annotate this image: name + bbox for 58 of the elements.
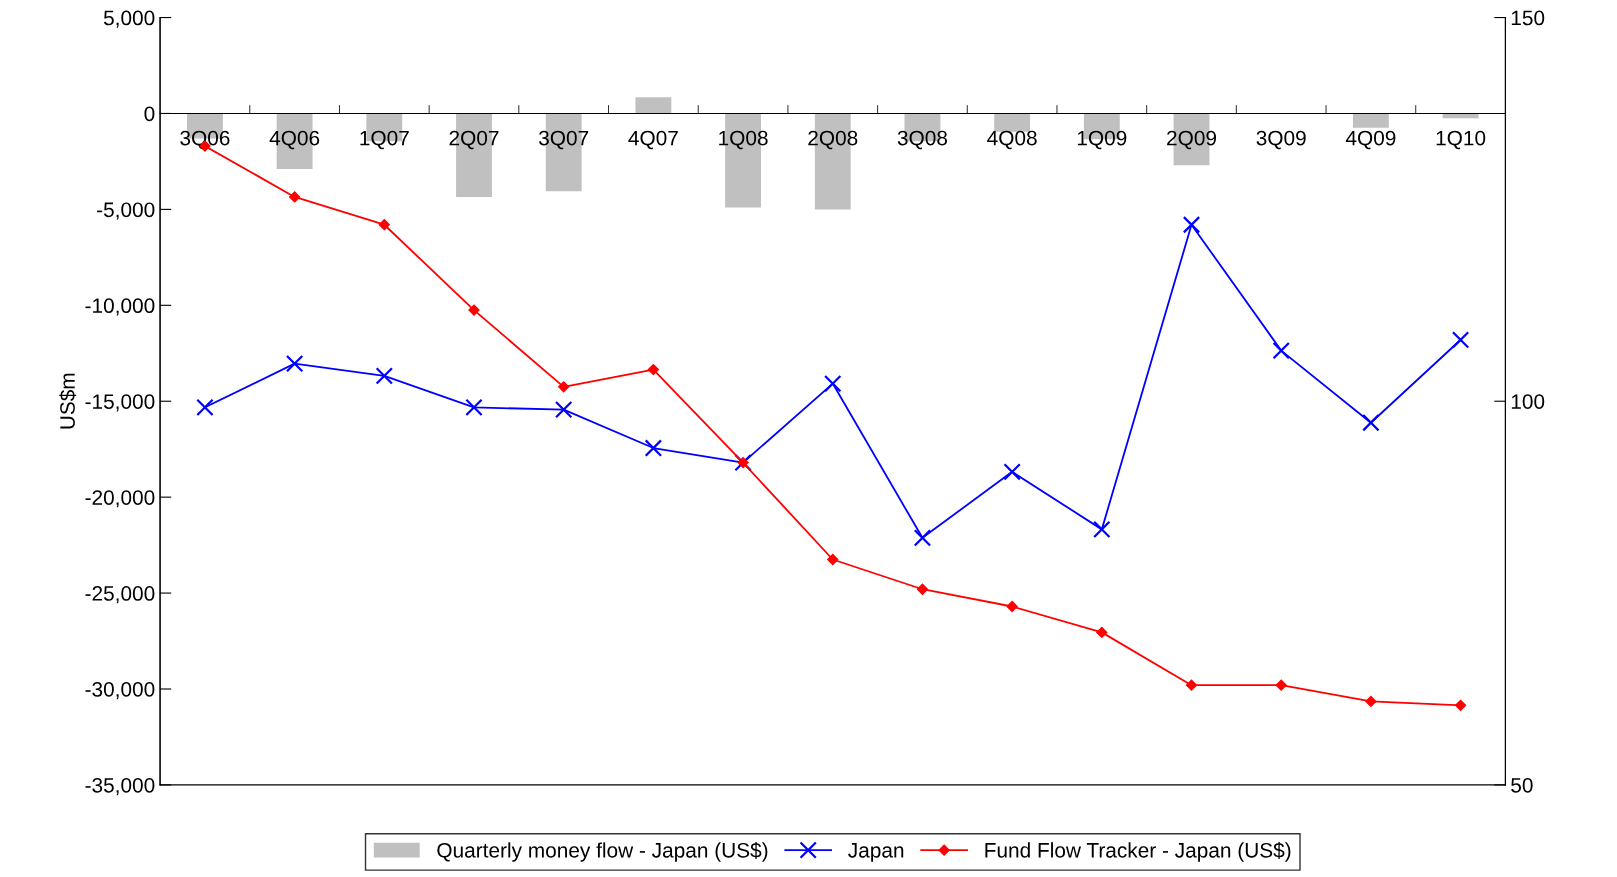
point: [647, 363, 659, 376]
point: [827, 553, 839, 566]
y-tick-label: -25,000: [85, 586, 155, 604]
x-tick-label: 2Q07: [449, 130, 499, 150]
y-tick-label: -30,000: [85, 681, 155, 700]
point: [1275, 679, 1287, 691]
legend-label: Quarterly money flow - Japan (US$): [437, 842, 768, 862]
point: [465, 398, 483, 417]
y-tick-label: -15,000: [85, 394, 155, 412]
x-tick-label: 1Q09: [1077, 130, 1127, 150]
x-tick-label: 3Q08: [897, 130, 948, 150]
x-tick-label: 4Q06: [269, 130, 320, 150]
point: [1006, 600, 1018, 613]
point: [1451, 331, 1470, 349]
x-tick-label: 2Q08: [808, 130, 858, 150]
point: [289, 191, 301, 203]
point: [375, 367, 394, 385]
x-tick-label: 1Q10: [1436, 130, 1486, 150]
point: [554, 400, 573, 419]
point: [1185, 679, 1198, 691]
y-tick-label: 0: [144, 106, 155, 122]
x-tick-label: 3Q07: [539, 130, 589, 150]
point: [558, 381, 570, 393]
point: [285, 354, 304, 373]
point: [1182, 215, 1201, 234]
point: [916, 583, 929, 595]
legend-label: Japan: [848, 843, 904, 862]
point: [1096, 626, 1108, 639]
point: [737, 457, 749, 469]
y-tick-label: -5,000: [97, 202, 155, 220]
x-tick-label: 3Q06: [180, 130, 230, 150]
point: [1365, 695, 1377, 708]
x-tick-label: 3Q09: [1256, 130, 1306, 150]
x-tick-label: 1Q08: [719, 130, 768, 150]
point: [824, 374, 842, 393]
y-axis-title: US$m: [59, 373, 77, 429]
point: [1362, 413, 1380, 432]
point: [378, 219, 390, 231]
y-tick-label: -35,000: [85, 777, 155, 796]
point: [1093, 520, 1111, 539]
point: [196, 398, 214, 417]
x-tick-label: 4Q09: [1345, 130, 1396, 150]
point: [913, 529, 932, 547]
point: [1003, 463, 1021, 481]
point: [644, 439, 663, 457]
y-tick-label: -10,000: [85, 298, 155, 316]
legend-label: Fund Flow Tracker - Japan (US$): [985, 842, 1291, 862]
x-tick-label: 4Q08: [987, 130, 1037, 150]
y-tick-label: -20,000: [85, 490, 155, 508]
point: [1454, 699, 1467, 711]
y2-tick-label: 150: [1511, 10, 1545, 26]
x-tick-label: 2Q09: [1167, 130, 1217, 150]
point: [1272, 341, 1290, 360]
y-tick-label: 5,000: [103, 10, 155, 28]
x-tick-label: 1Q07: [360, 130, 409, 150]
y2-tick-label: 100: [1511, 394, 1545, 409]
y2-tick-label: 50: [1511, 777, 1533, 793]
x-tick-label: 4Q07: [628, 130, 678, 150]
